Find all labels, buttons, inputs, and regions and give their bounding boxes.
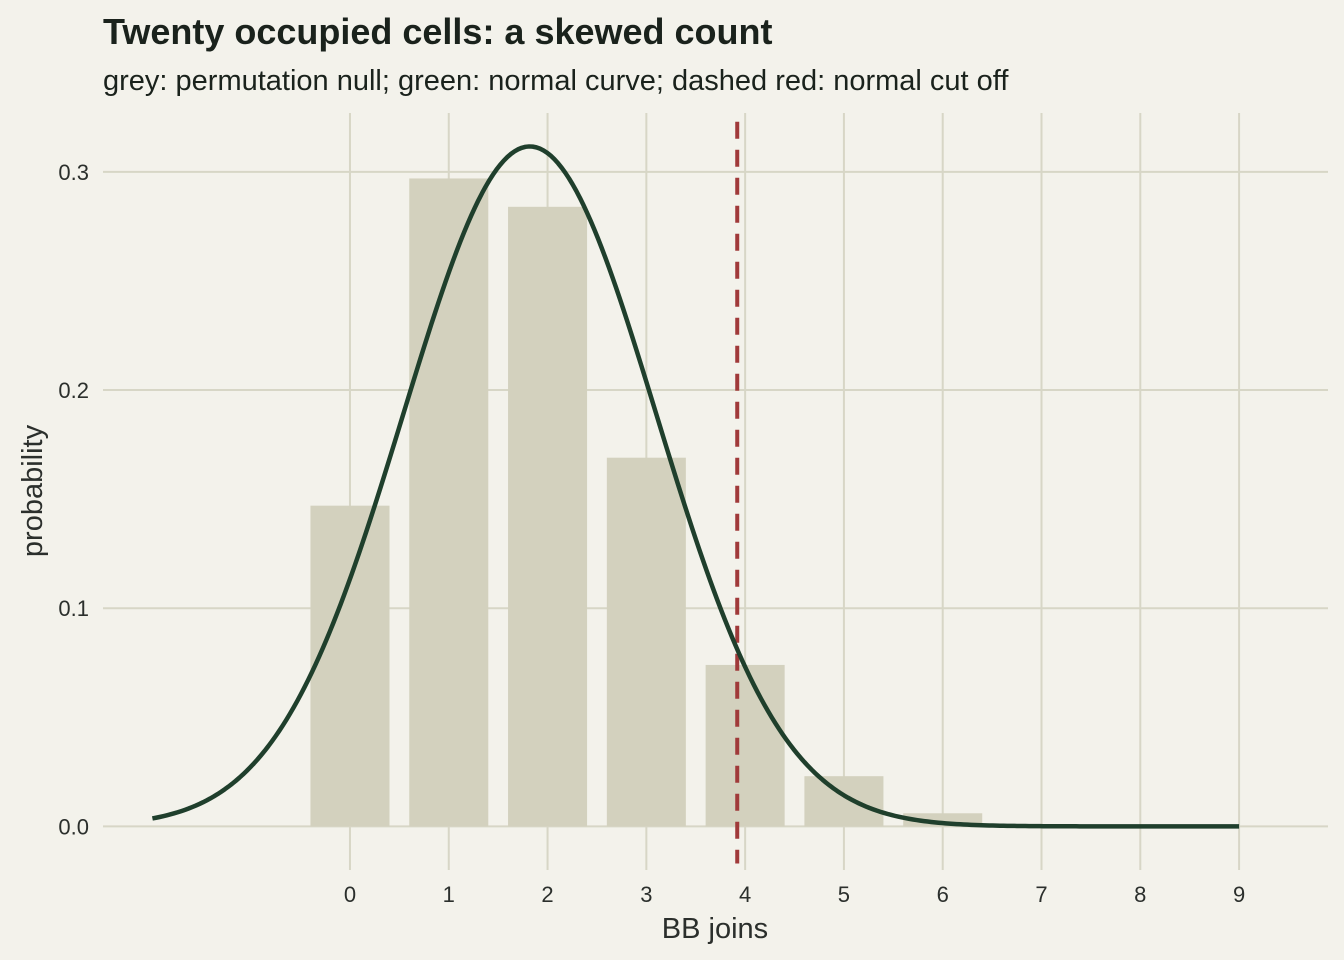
y-tick-label-0: 0.0 xyxy=(58,814,89,839)
x-tick-label-9: 9 xyxy=(1233,882,1245,907)
x-axis-label: BB joins xyxy=(662,913,768,945)
bar-2 xyxy=(508,206,588,827)
x-tick-label-5: 5 xyxy=(838,882,850,907)
x-tick-label-2: 2 xyxy=(541,882,553,907)
bar-1 xyxy=(409,178,489,827)
bars xyxy=(310,178,1082,827)
y-tick-label-1: 0.1 xyxy=(58,596,89,621)
chart-subtitle: grey: permutation null; green: normal cu… xyxy=(103,65,1009,97)
normal-curve-group xyxy=(151,144,1240,829)
y-axis-label: probability xyxy=(17,424,49,557)
bar-0 xyxy=(310,505,390,827)
bar-4 xyxy=(705,664,785,827)
y-tick-label-3: 0.3 xyxy=(58,160,89,185)
x-tick-label-1: 1 xyxy=(443,882,455,907)
x-tick-label-7: 7 xyxy=(1035,882,1047,907)
x-tick-label-8: 8 xyxy=(1134,882,1146,907)
x-tick-label-4: 4 xyxy=(739,882,751,907)
x-tick-label-6: 6 xyxy=(937,882,949,907)
bar-5 xyxy=(804,776,884,827)
y-tick-label-2: 0.2 xyxy=(58,378,89,403)
chart-title: Twenty occupied cells: a skewed count xyxy=(103,11,773,52)
normal-curve xyxy=(151,144,1240,829)
tick-labels: 0.0 0.1 0.2 0.3 0 1 2 3 4 5 6 7 8 9 xyxy=(58,160,1245,907)
x-tick-label-0: 0 xyxy=(344,882,356,907)
x-tick-label-3: 3 xyxy=(640,882,652,907)
bar-3 xyxy=(606,457,686,827)
